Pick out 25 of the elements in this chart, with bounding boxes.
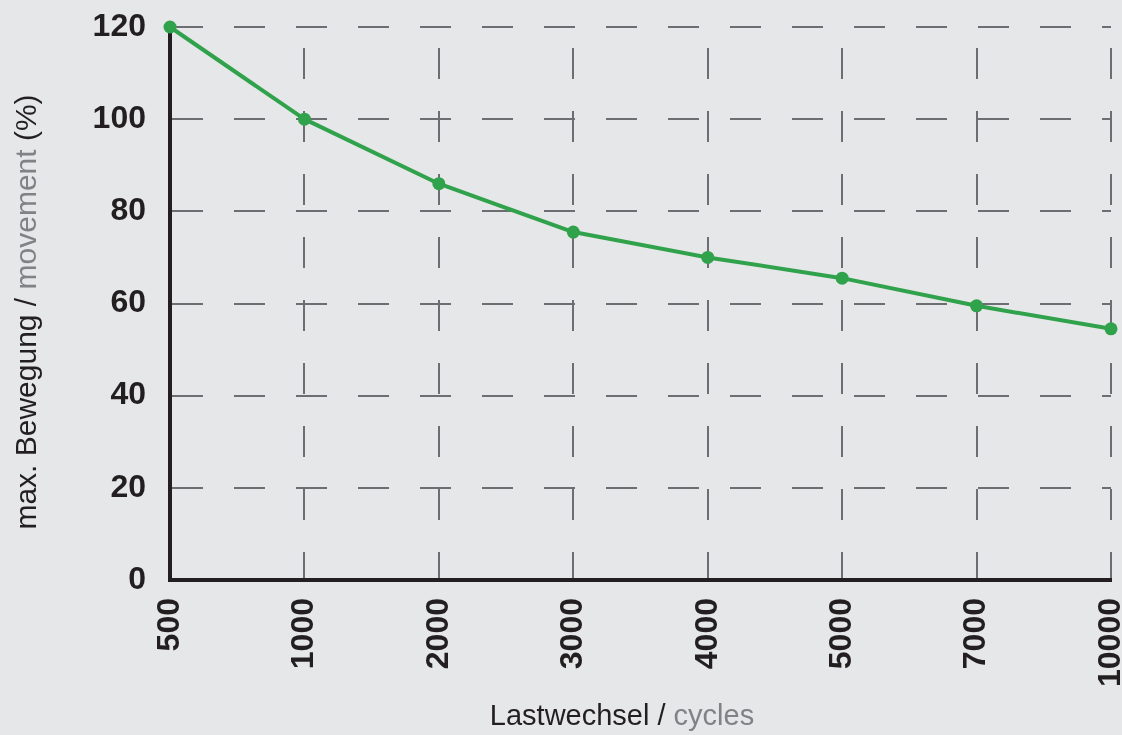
y-tick-label: 100 xyxy=(92,98,146,135)
x-tick-label: 2000 xyxy=(418,598,455,670)
point xyxy=(297,112,311,126)
point xyxy=(835,271,849,285)
x-tick-label: 3000 xyxy=(553,598,590,670)
x-axis-title: Lastwechsel / cycles xyxy=(489,699,755,731)
point xyxy=(1104,322,1118,336)
y-tick-label: 120 xyxy=(92,6,146,43)
point xyxy=(701,250,715,264)
point xyxy=(432,177,446,191)
x-tick-label: 500 xyxy=(149,598,186,652)
x-tick-label: 1000 xyxy=(284,598,321,670)
y-tick-label: 20 xyxy=(110,467,146,504)
y-tick-label: 0 xyxy=(128,559,146,596)
y-axis-title: max. Bewegung / movement (%) xyxy=(9,94,42,530)
x-tick-label: 4000 xyxy=(687,598,724,670)
x-tick-label: 10000 xyxy=(1090,598,1122,687)
point xyxy=(163,20,177,34)
y-tick-label: 60 xyxy=(110,283,146,320)
x-tick-label: 7000 xyxy=(956,598,993,670)
point xyxy=(566,225,580,239)
y-tick-label: 40 xyxy=(110,375,146,412)
point xyxy=(970,299,984,313)
x-tick-label: 5000 xyxy=(821,598,858,670)
y-tick-label: 80 xyxy=(110,191,146,228)
